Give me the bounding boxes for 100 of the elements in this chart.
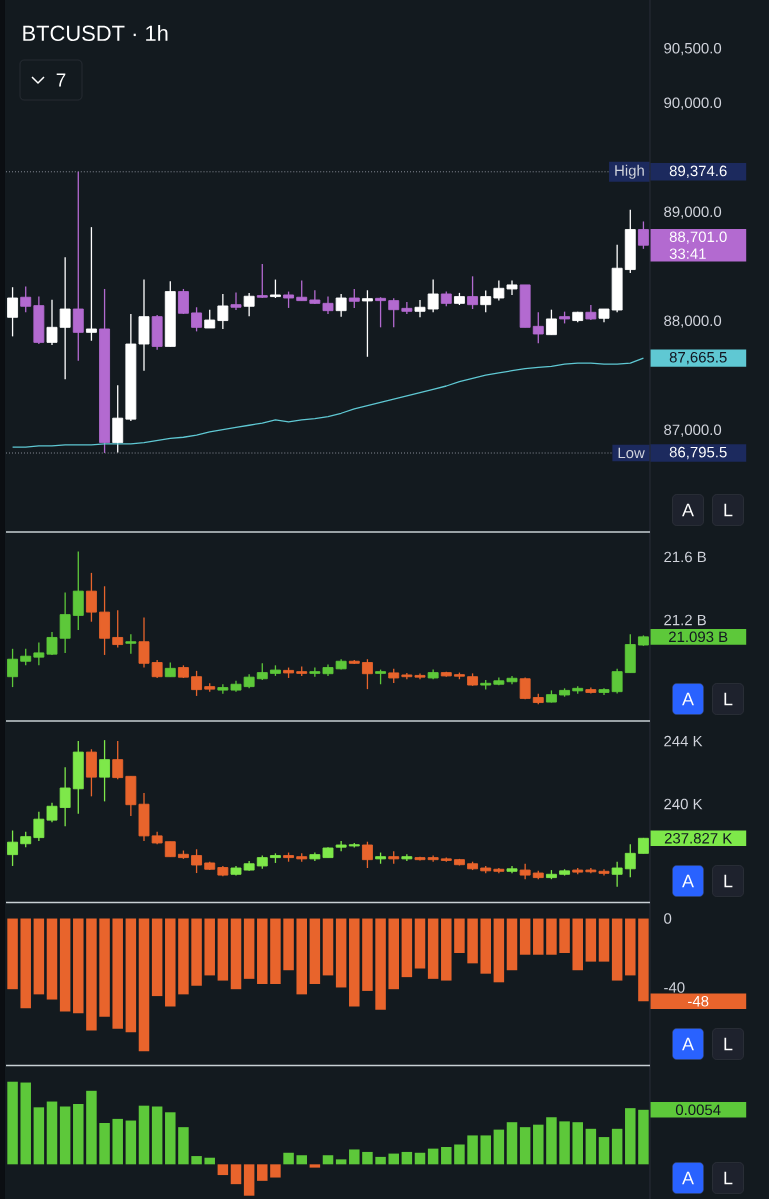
- candlestick: [177, 288, 189, 315]
- text: 88,701.0: [669, 231, 727, 244]
- bar: [506, 1122, 518, 1165]
- candlestick: [361, 658, 373, 690]
- y-tick-label: 90,500.0: [664, 42, 722, 56]
- bar: [454, 1144, 465, 1165]
- candlestick: [72, 171, 84, 362]
- text: 0.0054: [675, 1104, 721, 1116]
- candlestick: [217, 293, 229, 330]
- bar: [585, 1128, 597, 1165]
- candlestick: [361, 289, 373, 358]
- bar: [427, 1148, 439, 1165]
- bar: [467, 1135, 478, 1165]
- y-tick-label: 90,000.0: [664, 97, 722, 110]
- bar: [375, 1156, 386, 1165]
- bar: [217, 1164, 229, 1176]
- y-tick-label: -40: [664, 982, 685, 993]
- candlestick: [467, 275, 479, 310]
- bar: [46, 1101, 58, 1165]
- bar: [283, 1152, 294, 1165]
- bar: [230, 1164, 242, 1185]
- bar: [598, 1137, 610, 1165]
- bar: [165, 1112, 176, 1165]
- candlestick: [85, 226, 97, 342]
- text: 33:41: [669, 248, 706, 259]
- ref-line-label: High: [615, 164, 644, 179]
- text: L: [724, 503, 733, 517]
- bar: [59, 1106, 71, 1165]
- y-tick-label: 21.6 B: [664, 551, 706, 563]
- bar: [7, 1081, 18, 1165]
- text: A: [682, 692, 694, 706]
- candlestick: [624, 843, 636, 878]
- candlestick: [401, 301, 413, 315]
- candlestick: [545, 309, 557, 336]
- bar: [191, 1156, 202, 1165]
- annotation: 7: [56, 73, 66, 87]
- bar: [309, 1164, 321, 1168]
- candlestick: [112, 609, 124, 649]
- candlestick: [230, 291, 242, 311]
- bar: [296, 1155, 307, 1165]
- candlestick: [361, 841, 373, 869]
- candlestick: [611, 861, 623, 888]
- bar: [519, 1127, 531, 1165]
- candlestick: [480, 289, 492, 313]
- bar: [362, 1151, 373, 1165]
- candlestick: [637, 220, 649, 250]
- candlestick: [532, 311, 544, 345]
- bar: [572, 1122, 583, 1165]
- bar: [401, 1151, 413, 1165]
- candlestick: [20, 285, 32, 313]
- text: L: [724, 874, 733, 888]
- bar: [20, 1082, 31, 1165]
- candlestick: [335, 293, 347, 318]
- text: 89,374.6: [669, 165, 727, 178]
- ref-line-label: Low: [618, 447, 645, 459]
- bar: [493, 1129, 505, 1165]
- candlestick: [85, 572, 97, 623]
- text: 86,795.5: [669, 446, 727, 460]
- y-tick-label: 87,000.0: [664, 424, 722, 437]
- candlestick: [191, 670, 203, 697]
- candlestick: [269, 278, 281, 299]
- bar: [73, 1104, 84, 1165]
- candlestick: [348, 288, 360, 309]
- candlestick: [375, 296, 387, 328]
- candlestick: [112, 740, 124, 780]
- text: A: [682, 1171, 694, 1185]
- y-tick-label: 89,000.0: [664, 206, 722, 219]
- candlestick: [204, 309, 216, 329]
- text: A: [682, 874, 694, 888]
- bar: [546, 1117, 557, 1165]
- bar: [322, 1155, 334, 1165]
- candlestick: [243, 292, 255, 317]
- bar: [533, 1124, 544, 1165]
- bar: [388, 1153, 399, 1165]
- y-tick-label: 244 K: [664, 735, 703, 747]
- text: BTCUSDT · 1h: [23, 24, 168, 42]
- bar: [414, 1152, 426, 1165]
- y-tick-label: 0: [664, 913, 672, 924]
- y-tick-label: 240 K: [664, 798, 703, 810]
- bar: [638, 1109, 649, 1165]
- candlestick: [125, 633, 137, 655]
- text: 21.093 B: [669, 631, 728, 643]
- bar: [112, 1118, 123, 1165]
- candlestick: [256, 263, 268, 299]
- candlestick: [7, 829, 19, 867]
- text: 87,665.5: [669, 351, 727, 365]
- text: A: [682, 1037, 694, 1051]
- bar: [559, 1121, 570, 1165]
- bar: [86, 1090, 97, 1165]
- candlestick: [7, 648, 19, 688]
- bar: [99, 1123, 110, 1165]
- bar: [611, 1128, 623, 1165]
- bar: [204, 1157, 215, 1165]
- text: L: [724, 1037, 733, 1051]
- candlestick: [7, 286, 19, 338]
- bar: [178, 1127, 189, 1165]
- bar: [151, 1106, 163, 1165]
- bar: [257, 1164, 268, 1181]
- candlestick: [191, 306, 203, 333]
- bar: [625, 1108, 636, 1165]
